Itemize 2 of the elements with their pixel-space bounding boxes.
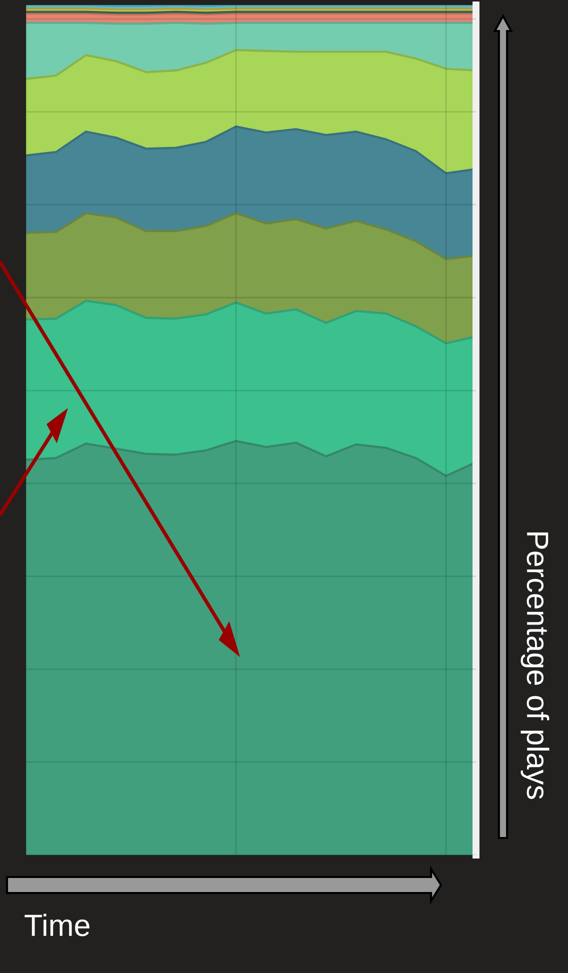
x-axis-title: Time — [24, 914, 90, 936]
y-axis-title: Percentage of plays — [520, 532, 550, 799]
